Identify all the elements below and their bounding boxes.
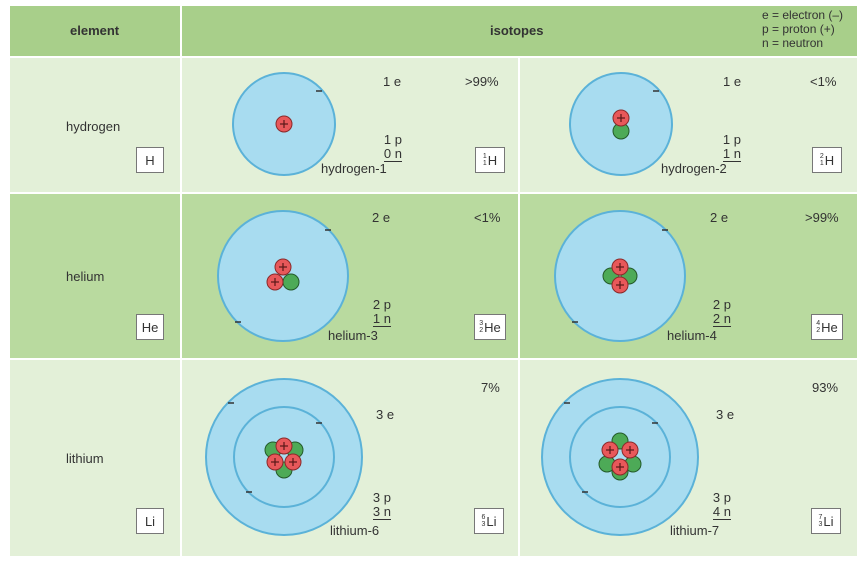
- hydrogen-1-protons: 1 p: [383, 132, 402, 147]
- element-symbol-hydrogen: H: [136, 147, 164, 173]
- lithium-6-atom: [205, 378, 363, 536]
- hydrogen-2-mass-number: 2: [819, 153, 824, 160]
- helium-3-proton-1: [274, 258, 292, 276]
- helium-3-symbol: He: [484, 319, 501, 335]
- lithium-7-mass-number: 7: [818, 514, 823, 521]
- helium-3-electrons: 2 e: [372, 210, 391, 225]
- lithium-7-symbol: Li: [823, 513, 834, 529]
- helium-3-abundance: <1%: [474, 210, 501, 225]
- lithium-7-atomic-number: 3: [818, 521, 823, 528]
- legend-proton: p = proton (+): [762, 22, 835, 36]
- lithium-6-electrons: 3 e: [376, 407, 395, 422]
- lithium-6-proton-1: [275, 437, 293, 455]
- lithium-7-notation: 7 3 Li: [811, 508, 841, 534]
- hydrogen-2-atom: [569, 72, 673, 176]
- lithium-6-symbol: Li: [486, 513, 497, 529]
- helium-4-atom: [554, 210, 686, 342]
- lithium-6-proton-2: [266, 453, 284, 471]
- header-isotopes-label: isotopes: [490, 23, 544, 38]
- element-name-hydrogen: hydrogen: [66, 119, 121, 134]
- lithium-7-protons: 3 p: [712, 490, 731, 505]
- helium-3-notation: 3 2 He: [474, 314, 506, 340]
- hydrogen-1-name: hydrogen-1: [321, 161, 387, 176]
- helium-4-mass-number: 4: [816, 320, 821, 327]
- header-element-cell: [10, 6, 180, 56]
- hydrogen-2-protons: 1 p: [722, 132, 741, 147]
- helium-3-name: helium-3: [328, 328, 378, 343]
- header-element-label: element: [70, 23, 120, 38]
- helium-3-neutrons: 1 n: [372, 311, 391, 327]
- lithium-7-inner-shell: [569, 406, 671, 508]
- hydrogen-2-electrons: 1 e: [723, 74, 742, 89]
- helium-3-neutron: [282, 273, 300, 291]
- hydrogen-1-abundance: >99%: [465, 74, 499, 89]
- hydrogen-1-atom: [232, 72, 336, 176]
- lithium-6-notation: 6 3 Li: [474, 508, 504, 534]
- lithium-6-protons: 3 p: [372, 490, 391, 505]
- hydrogen-1-proton: [275, 115, 293, 133]
- hydrogen-1-symbol: H: [487, 152, 498, 168]
- helium-4-shell: [554, 210, 686, 342]
- helium-3-protons: 2 p: [372, 297, 391, 312]
- element-symbol-helium: He: [136, 314, 164, 340]
- hydrogen-2-name: hydrogen-2: [661, 161, 727, 176]
- helium-3-atomic-number: 2: [479, 327, 484, 334]
- lithium-7-electrons: 3 e: [716, 407, 735, 422]
- helium-3-shell: [217, 210, 349, 342]
- hydrogen-1-mass-number: 1: [482, 153, 487, 160]
- helium-4-name: helium-4: [667, 328, 717, 343]
- hydrogen-2-counts: 1 p 1 n: [722, 132, 741, 162]
- lithium-6-proton-3: [284, 453, 302, 471]
- helium-4-counts: 2 p 2 n: [712, 297, 731, 327]
- lithium-6-inner-shell: [233, 406, 335, 508]
- hydrogen-2-symbol: H: [824, 152, 835, 168]
- header-isotopes-cell: [182, 6, 857, 56]
- helium-4-protons: 2 p: [712, 297, 731, 312]
- legend-neutron: n = neutron: [762, 36, 824, 50]
- legend-electron: e = electron (–): [762, 8, 844, 22]
- legend: e = electron (–) p = proton (+) n = neut…: [762, 8, 843, 50]
- helium-3-mass-number: 3: [479, 320, 484, 327]
- lithium-7-abundance: 93%: [812, 380, 839, 395]
- lithium-6-atomic-number: 3: [481, 521, 486, 528]
- helium-4-proton-1: [611, 258, 629, 276]
- hydrogen-1-electrons: 1 e: [383, 74, 402, 89]
- lithium-7-counts: 3 p 4 n: [712, 490, 731, 520]
- hydrogen-1-atomic-number: 1: [482, 160, 487, 167]
- lithium-6-counts: 3 p 3 n: [372, 490, 391, 520]
- helium-4-abundance: >99%: [805, 210, 839, 225]
- hydrogen-2-proton: [612, 109, 630, 127]
- helium-4-electrons: 2 e: [710, 210, 729, 225]
- hydrogen-2-abundance: <1%: [810, 74, 837, 89]
- lithium-7-proton-1: [601, 441, 619, 459]
- lithium-6-mass-number: 6: [481, 514, 486, 521]
- element-name-lithium: lithium: [66, 451, 104, 466]
- helium-3-counts: 2 p 1 n: [372, 297, 391, 327]
- lithium-7-proton-3: [611, 458, 629, 476]
- lithium-7-name: lithium-7: [670, 523, 720, 538]
- element-symbol-lithium: Li: [136, 508, 164, 534]
- element-name-helium: helium: [66, 269, 105, 284]
- lithium-7-proton-2: [621, 441, 639, 459]
- lithium-6-neutrons: 3 n: [372, 504, 391, 520]
- lithium-7-atom: [541, 378, 699, 536]
- lithium-6-abundance: 7%: [481, 380, 500, 395]
- hydrogen-1-neutrons: 0 n: [383, 146, 402, 162]
- lithium-7-neutrons: 4 n: [712, 504, 731, 520]
- hydrogen-1-counts: 1 p 0 n: [383, 132, 402, 162]
- helium-4-notation: 4 2 He: [811, 314, 843, 340]
- lithium-6-name: lithium-6: [330, 523, 380, 538]
- helium-3-atom: [217, 210, 349, 342]
- helium-4-neutrons: 2 n: [712, 311, 731, 327]
- helium-4-atomic-number: 2: [816, 327, 821, 334]
- hydrogen-2-atomic-number: 1: [819, 160, 824, 167]
- helium-4-proton-2: [611, 276, 629, 294]
- helium-3-proton-2: [266, 273, 284, 291]
- helium-4-symbol: He: [821, 319, 838, 335]
- hydrogen-2-neutrons: 1 n: [722, 146, 741, 162]
